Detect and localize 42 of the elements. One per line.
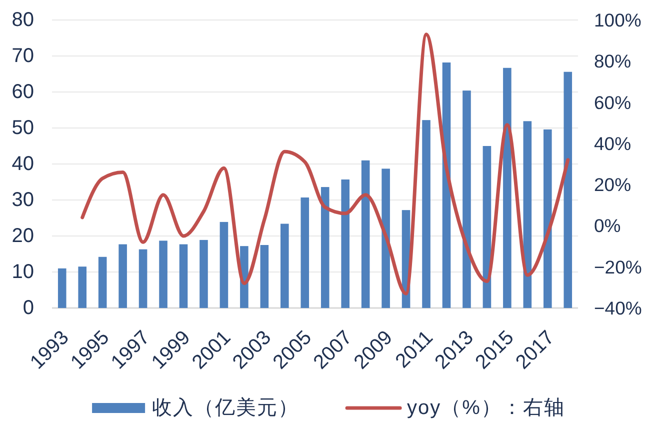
bar (98, 256, 107, 308)
y2-tick-label: −20% (594, 256, 642, 278)
bar (159, 240, 168, 308)
bar (320, 187, 330, 308)
y-tick-label: 80 (12, 9, 34, 31)
bar (422, 120, 430, 308)
bar (300, 197, 310, 308)
y2-tick-label: 100% (594, 10, 642, 30)
bar (341, 179, 350, 308)
y-tick-label: 40 (12, 153, 34, 175)
bar (78, 266, 86, 308)
y2-tick-label: 20% (594, 174, 632, 196)
bar (382, 168, 390, 308)
y2-tick-label: 60% (594, 92, 632, 113)
y-tick-label: 70 (12, 45, 34, 67)
bar (118, 244, 127, 308)
legend-label: 收入（亿美元） (152, 396, 300, 419)
bar (260, 245, 269, 308)
y-tick-label: 30 (12, 189, 34, 211)
bar (564, 72, 572, 308)
y2-tick-label: −40% (594, 298, 642, 318)
y-tick-label: 0 (22, 297, 34, 319)
y-tick-label: 50 (12, 117, 34, 139)
y-tick-label: 10 (12, 261, 34, 283)
bar (361, 160, 370, 308)
bar (462, 90, 471, 308)
bar (58, 268, 66, 308)
y2-tick-label: 40% (594, 132, 632, 154)
bar (280, 224, 289, 308)
bar (544, 129, 552, 308)
y-tick-label: 60 (12, 81, 34, 103)
legend-label: yoy（%）：右轴 (407, 397, 565, 419)
bar (200, 240, 208, 308)
bar (523, 121, 532, 308)
bar (482, 146, 492, 308)
bar (138, 249, 148, 308)
bar (503, 68, 512, 308)
bar (179, 244, 188, 308)
y2-tick-label: 0% (594, 215, 621, 236)
bar (220, 222, 228, 308)
y-tick-label: 20 (12, 225, 34, 247)
y2-tick-label: 80% (594, 50, 632, 72)
